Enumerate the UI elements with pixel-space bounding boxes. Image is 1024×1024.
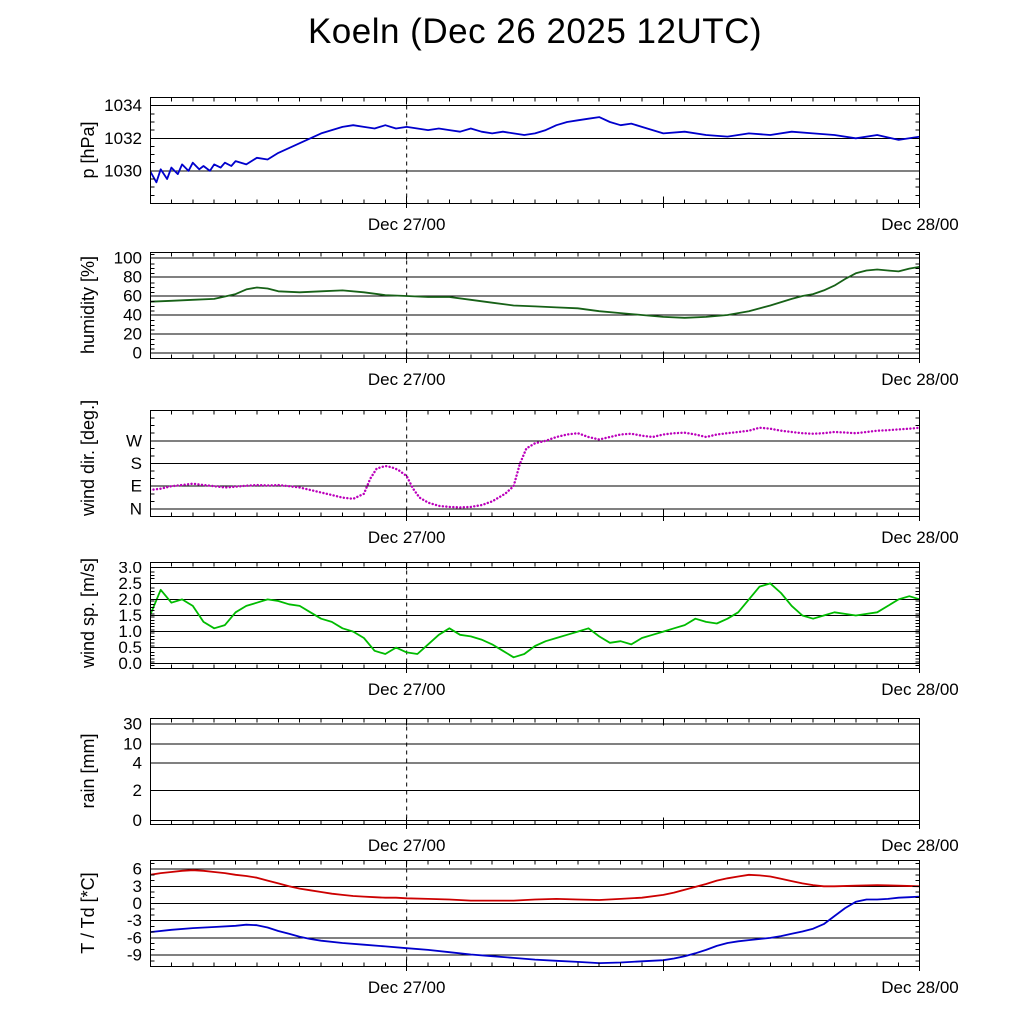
pressure-line xyxy=(150,116,920,184)
x-tick-label: Dec 27/00 xyxy=(368,836,446,855)
y-tick-label: -6 xyxy=(127,928,142,947)
y-tick-label: 0.5 xyxy=(118,638,142,657)
y-tick-label: 3 xyxy=(133,877,142,896)
y-tick-label: W xyxy=(126,431,142,450)
y-tick-label: 20 xyxy=(123,324,142,343)
y-tick-label: 1030 xyxy=(104,161,142,180)
chart-title: Koeln (Dec 26 2025 12UTC) xyxy=(307,12,763,51)
y-tick-label: 40 xyxy=(123,305,142,324)
y-tick-label: 0.0 xyxy=(118,654,142,673)
humidity-line xyxy=(150,265,920,319)
x-tick-label: Dec 28/00 xyxy=(881,836,959,855)
y-tick-label: 100 xyxy=(114,252,142,268)
wind-speed-plot: 0.00.51.01.52.02.53.0 Dec 27/00 Dec 28/00 xyxy=(118,562,959,699)
humidity-panel: humidity [%] 0 20 40 60 80 100 Dec 27/00 Dec 28… xyxy=(0,252,1024,402)
y-tick-label: 2.0 xyxy=(118,590,142,609)
x-tick-label: Dec 28/00 xyxy=(881,370,959,389)
temperature-line xyxy=(150,869,920,902)
pressure-plot: 1030 1032 1034 Dec 27/00 Dec 28/00 xyxy=(104,97,959,234)
y-tick-label: 30 xyxy=(123,718,142,733)
y-tick-label: 1.0 xyxy=(118,622,142,641)
y-tick-label: 1.5 xyxy=(118,606,142,625)
y-tick-label: 6 xyxy=(133,860,142,879)
x-tick-label: Dec 28/00 xyxy=(881,978,959,997)
y-tick-label: 2 xyxy=(133,781,142,800)
pressure-panel: p [hPa] 1030 1032 1034 Dec 27/00 Dec 28/00 xyxy=(0,97,1024,247)
y-tick-label: 1034 xyxy=(104,97,142,115)
wind-speed-panel: wind sp. [m/s] 0.0 0.5 1.0 1.5 2.0 2.5 3.0 Dec … xyxy=(0,558,1024,712)
y-tick-label: S xyxy=(131,454,142,473)
y-tick-label: E xyxy=(131,477,142,496)
x-tick-label: Dec 28/00 xyxy=(881,680,959,699)
x-tick-label: Dec 28/00 xyxy=(881,215,959,234)
y-tick-label: 4 xyxy=(133,754,142,773)
wind-direction-line xyxy=(150,426,920,509)
y-tick-label: 1032 xyxy=(104,129,142,148)
y-tick-label: 10 xyxy=(123,734,142,753)
wind-direction-panel: wind dir. [deg.] N E S W Dec 27/00 Dec 28/00 xyxy=(0,400,1024,560)
y-tick-label: -3 xyxy=(127,911,142,930)
x-tick-label: Dec 27/00 xyxy=(368,978,446,997)
y-tick-label: 80 xyxy=(123,268,142,287)
x-tick-label: Dec 27/00 xyxy=(368,215,446,234)
x-tick-label: Dec 27/00 xyxy=(368,680,446,699)
y-tick-label: 3.0 xyxy=(118,562,142,577)
y-tick-label: N xyxy=(130,499,142,518)
y-tick-label: 2.5 xyxy=(118,574,142,593)
dew-point-line xyxy=(150,895,920,964)
plot-border xyxy=(150,97,920,204)
x-tick-label: Dec 27/00 xyxy=(368,370,446,389)
x-tick-label: Dec 28/00 xyxy=(881,528,959,547)
plot-border xyxy=(150,860,920,967)
y-tick-label: 0 xyxy=(133,343,142,362)
y-tick-label: 0 xyxy=(133,811,142,830)
x-tick-label: Dec 27/00 xyxy=(368,528,446,547)
y-tick-label: 60 xyxy=(123,287,142,306)
y-tick-label: 0 xyxy=(133,894,142,913)
rain-panel: rain [mm] 0 2 4 10 30 Dec 27/00 Dec 28/00 xyxy=(0,718,1024,868)
y-tick-label: -9 xyxy=(127,946,142,965)
plot-border xyxy=(150,718,920,825)
wind-speed-line xyxy=(150,582,920,659)
temperature-dewpoint-panel: T / Td [*C] -9 -6 -3 0 3 6 Dec 27/00 Dec 28/00 xyxy=(0,860,1024,1010)
